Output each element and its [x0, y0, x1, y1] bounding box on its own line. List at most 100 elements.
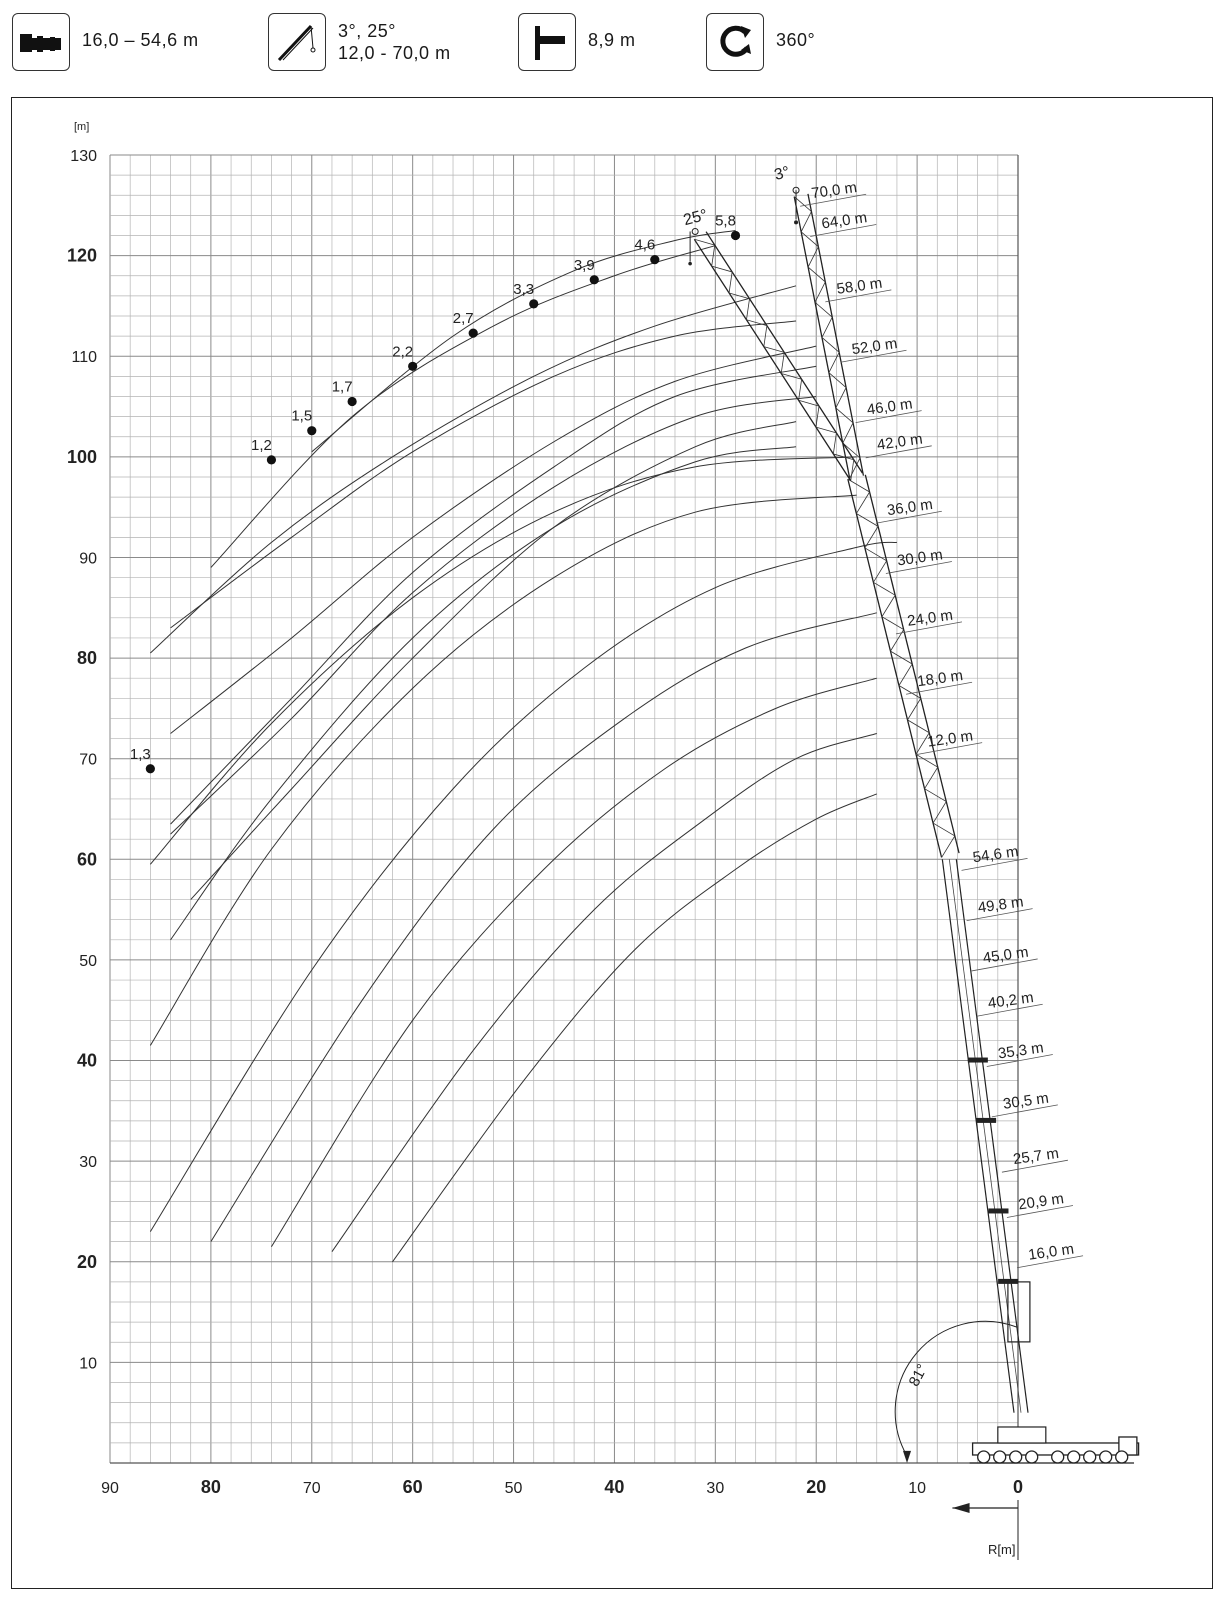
main-boom-length-label-leader — [971, 958, 1038, 972]
load-point-label: 3,3 — [513, 281, 534, 298]
luffing-jib-spec: 3°, 25° 12,0 - 70,0 m — [338, 20, 451, 64]
jib-length-label-leader — [855, 410, 922, 423]
lattice-jib-lower — [847, 474, 960, 858]
load-curves — [149, 229, 897, 1263]
boom-section-joint — [988, 1208, 1009, 1214]
boom-angle-arrow — [902, 1450, 912, 1463]
boom-angle-label: 81° — [906, 1361, 932, 1389]
load-curve — [170, 365, 817, 825]
main-boom-length-label: 16,0 m — [1027, 1241, 1075, 1264]
load-curve — [392, 793, 877, 1263]
load-curve — [150, 285, 797, 654]
load-curve — [270, 677, 877, 1247]
load-point-label: 2,7 — [453, 310, 474, 327]
load-curve — [311, 229, 736, 453]
load-point-label: 4,6 — [634, 237, 655, 254]
jib-length-range: 12,0 - 70,0 m — [338, 43, 451, 63]
main-boom-length-label: 25,7 m — [1012, 1145, 1060, 1168]
boom-section-joint — [976, 1117, 997, 1123]
load-point-label: 1,2 — [251, 437, 272, 454]
load-point-label: 1,7 — [332, 379, 353, 396]
luffing-jib-3deg — [793, 193, 865, 479]
jib-length-label: 42,0 m — [876, 431, 924, 454]
x-axis-label: R[m] — [988, 1542, 1015, 1557]
chart-labels: 90 80 70 60 50 40 30 20 10 0130120110100908070605… — [67, 148, 1084, 1560]
load-point — [266, 455, 277, 465]
main-boom-length-range: 16,0 – 54,6 m — [82, 30, 199, 50]
carrier-wheel — [977, 1450, 991, 1464]
load-curve — [170, 320, 797, 629]
main-boom-edge — [955, 859, 1029, 1413]
load-point-label: 2,2 — [392, 343, 413, 360]
y-tick-label: 80 — [77, 648, 97, 668]
main-boom-length-label: 49,8 m — [977, 893, 1025, 916]
load-curve — [210, 612, 877, 1242]
offset-value: 8,9 m — [588, 30, 636, 50]
y-tick-label: 60 — [77, 849, 97, 869]
y-tick-label: 10 — [79, 1355, 97, 1372]
main-boom-edge — [941, 859, 1015, 1413]
chart-frame — [11, 97, 1213, 1589]
main-boom-length-label: 54,6 m — [972, 843, 1020, 866]
jib-length-label: 36,0 m — [886, 496, 934, 519]
x-tick-label: 50 — [505, 1480, 523, 1497]
luffing-jib-25deg — [693, 231, 863, 482]
boom-section-joint — [967, 1057, 988, 1063]
hook-25deg — [688, 261, 692, 266]
main-boom-length-label-leader — [976, 1003, 1043, 1017]
load-point-label: 5,8 — [715, 212, 736, 229]
chart-grid — [109, 154, 1019, 1464]
jib-length-label-leader — [895, 621, 963, 635]
load-curve — [170, 345, 817, 734]
carrier-wheel — [1115, 1450, 1129, 1464]
load-curve — [170, 446, 797, 941]
jib-length-label: 64,0 m — [820, 209, 868, 232]
load-point-label: 3,9 — [574, 257, 595, 274]
load-point — [145, 764, 155, 774]
x-tick-label: 90 — [101, 1480, 119, 1497]
load-curve — [149, 494, 857, 1046]
load-point — [650, 255, 660, 265]
jib-length-label: 24,0 m — [906, 607, 954, 630]
jib-length-label-leader — [885, 561, 952, 574]
slewing-value: 360° — [776, 30, 816, 50]
x-tick-label: 60 — [403, 1477, 423, 1497]
superstructure — [997, 1426, 1047, 1444]
jib-length-label: 52,0 m — [851, 335, 899, 358]
jib-length-label-leader — [800, 193, 867, 207]
jib-head-25deg — [691, 227, 699, 235]
boom-offset-icon — [518, 13, 576, 71]
y-tick-label: 120 — [67, 246, 97, 266]
carrier-wheel — [1051, 1450, 1065, 1464]
load-point — [730, 230, 741, 241]
load-point — [347, 396, 357, 407]
y-axis-label: [m] — [74, 121, 89, 133]
y-tick-label: 90 — [79, 550, 97, 567]
x-tick-label: 30 — [706, 1480, 724, 1497]
carrier-wheel — [1099, 1450, 1113, 1464]
load-curve — [149, 541, 897, 1232]
jib-length-label: 70,0 m — [810, 179, 858, 202]
slewing-360-icon — [706, 13, 764, 71]
jib-length-label-leader — [905, 681, 973, 695]
y-tick-label: 20 — [77, 1252, 97, 1272]
boom-base-section — [1007, 1281, 1031, 1343]
x-tick-label: 80 — [201, 1477, 221, 1497]
jib-length-label-leader — [916, 742, 983, 756]
y-tick-label: 110 — [71, 349, 97, 366]
jib-length-label-leader — [810, 224, 877, 237]
carrier-wheel — [1025, 1450, 1039, 1464]
y-tick-label: 40 — [77, 1051, 97, 1071]
load-point — [468, 328, 478, 338]
jib-angle-label: 3° — [773, 164, 792, 184]
main-boom-length-label: 35,3 m — [997, 1039, 1045, 1062]
y-tick-label: 50 — [79, 953, 97, 970]
main-boom-length-label-leader — [991, 1104, 1058, 1118]
main-boom-length-label: 40,2 m — [987, 989, 1035, 1012]
carrier-wheel — [1067, 1450, 1081, 1464]
main-boom-length-label-leader — [961, 857, 1028, 871]
jib-length-label: 30,0 m — [896, 546, 944, 569]
load-curve — [331, 733, 877, 1252]
main-boom-length-label-leader — [1006, 1205, 1074, 1218]
jib-length-label: 46,0 m — [866, 395, 914, 418]
